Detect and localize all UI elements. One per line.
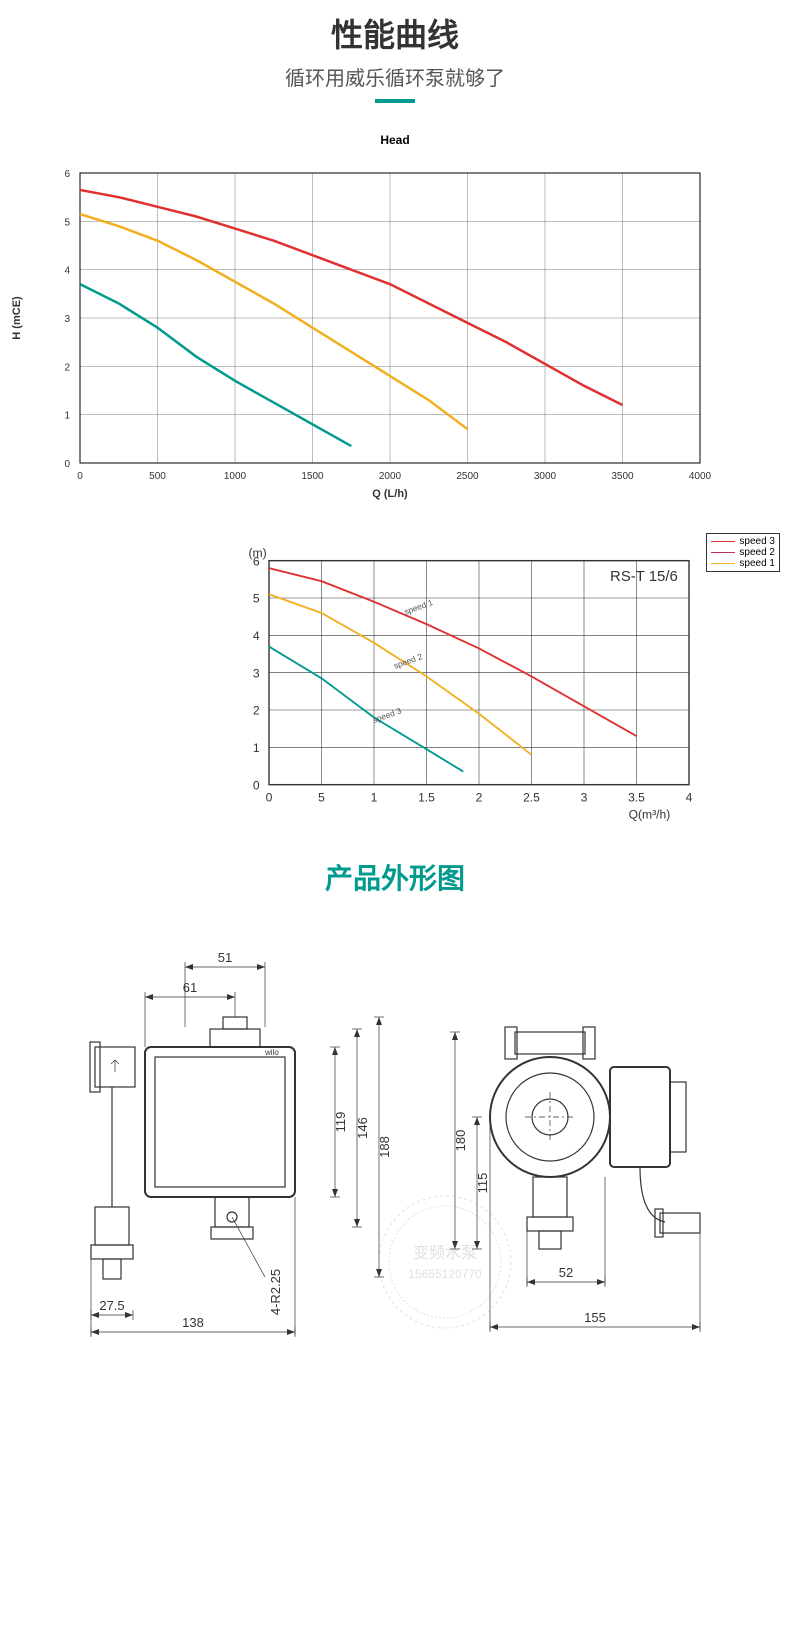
svg-text:speed 1: speed 1 <box>403 597 435 617</box>
svg-text:4-R2.25: 4-R2.25 <box>268 1269 283 1315</box>
svg-text:27.5: 27.5 <box>99 1298 124 1313</box>
svg-text:4000: 4000 <box>689 471 712 482</box>
svg-text:3: 3 <box>64 314 70 325</box>
chart2-container: 0511.522.533.540123456speed 1speed 2spee… <box>135 542 655 827</box>
svg-text:0: 0 <box>266 790 273 804</box>
svg-text:51: 51 <box>218 950 232 965</box>
svg-text:Q(m³/h): Q(m³/h) <box>629 807 671 821</box>
page-title: 性能曲线 <box>0 10 790 56</box>
svg-text:2: 2 <box>64 362 70 373</box>
svg-text:1000: 1000 <box>224 471 247 482</box>
svg-text:4: 4 <box>64 266 70 277</box>
svg-text:1: 1 <box>64 411 70 422</box>
svg-text:speed 3: speed 3 <box>371 705 403 725</box>
watermark-line2: 15655120770 <box>408 1267 482 1281</box>
svg-text:1500: 1500 <box>301 471 324 482</box>
svg-text:138: 138 <box>182 1315 204 1330</box>
svg-text:wilo: wilo <box>264 1048 279 1057</box>
svg-text:3500: 3500 <box>611 471 634 482</box>
svg-text:119: 119 <box>333 1112 348 1133</box>
svg-text:146: 146 <box>355 1117 370 1139</box>
svg-text:1: 1 <box>371 790 378 804</box>
svg-text:500: 500 <box>149 471 166 482</box>
chart2-svg: 0511.522.533.540123456speed 1speed 2spee… <box>215 542 715 822</box>
svg-text:115: 115 <box>475 1173 490 1194</box>
svg-text:3.5: 3.5 <box>628 790 645 804</box>
svg-text:Q (L/h): Q (L/h) <box>372 488 408 500</box>
page-subtitle: 循环用威乐循环泵就够了 <box>0 62 790 91</box>
chart1-legend: speed 3speed 2speed 1 <box>706 533 780 572</box>
svg-text:1.5: 1.5 <box>418 790 435 804</box>
svg-text:speed 2: speed 2 <box>392 651 424 671</box>
svg-text:6: 6 <box>64 169 70 180</box>
diagram-container: wilo516127.51384-R2.25119146188180115521… <box>35 917 755 1342</box>
svg-text:2: 2 <box>476 790 483 804</box>
svg-text:155: 155 <box>584 1310 606 1325</box>
section2-title: 产品外形图 <box>0 857 790 897</box>
svg-text:52: 52 <box>559 1265 573 1280</box>
chart1-svg: 0 500 1000 1500 2000 2500 3000 3500 4000 0 1 2 3 4 5 6 Q… <box>0 153 720 513</box>
svg-text:RS-T 15/6: RS-T 15/6 <box>610 568 678 585</box>
svg-text:3: 3 <box>581 790 588 804</box>
chart1-title: Head <box>0 133 790 147</box>
svg-text:2: 2 <box>253 704 260 718</box>
svg-text:188: 188 <box>377 1136 392 1158</box>
chart1-container: Head 0 500 1000 1500 2000 2500 3000 3500 4000 0 1 2… <box>0 133 790 522</box>
svg-text:3: 3 <box>253 666 260 680</box>
svg-text:1: 1 <box>253 741 260 755</box>
svg-text:4: 4 <box>686 790 693 804</box>
watermark: 变频水泵 15655120770 <box>375 1192 515 1332</box>
header: 性能曲线 循环用威乐循环泵就够了 <box>0 0 790 123</box>
svg-text:H (mCE): H (mCE) <box>11 296 23 340</box>
svg-text:0: 0 <box>64 459 70 470</box>
svg-text:2.5: 2.5 <box>523 790 540 804</box>
watermark-line1: 变频水泵 <box>413 1244 477 1262</box>
svg-text:0: 0 <box>77 471 83 482</box>
svg-text:5: 5 <box>318 790 325 804</box>
title-underline <box>375 99 415 103</box>
svg-text:4: 4 <box>253 629 260 643</box>
svg-text:(m): (m) <box>248 546 266 560</box>
svg-text:180: 180 <box>453 1130 468 1152</box>
svg-text:2500: 2500 <box>456 471 479 482</box>
svg-text:3000: 3000 <box>534 471 557 482</box>
svg-text:2000: 2000 <box>379 471 402 482</box>
svg-text:5: 5 <box>253 592 260 606</box>
svg-text:5: 5 <box>64 217 70 228</box>
svg-text:0: 0 <box>253 778 260 792</box>
